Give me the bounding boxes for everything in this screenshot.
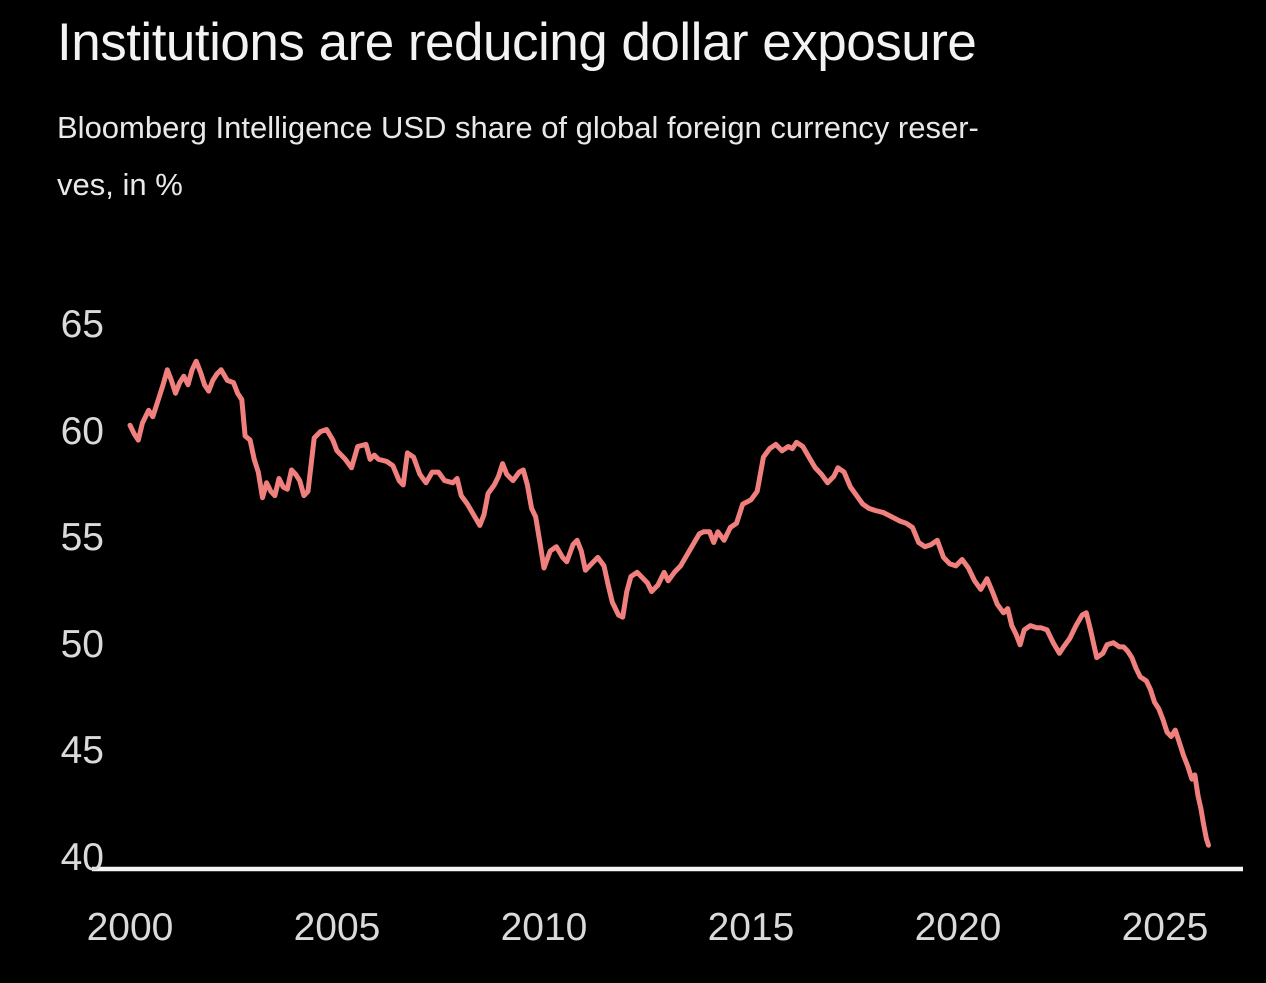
y-tick-label: 50 [60,623,104,666]
x-tick-label: 2000 [86,906,174,949]
x-tick-label: 2005 [293,906,381,949]
x-tick-label: 2025 [1121,906,1209,949]
usd-share-line [127,358,1211,848]
chart-subtitle-line-2: ves, in % [57,167,183,202]
x-tick-label: 2020 [914,906,1002,949]
y-tick-label: 40 [60,836,104,879]
y-tick-label: 65 [60,303,104,346]
y-tick-label: 45 [60,729,104,772]
x-tick-label: 2015 [707,906,795,949]
y-tick-label: 55 [60,516,104,559]
x-tick-label: 2010 [500,906,588,949]
chart-subtitle: Bloomberg Intelligence USD share of glob… [57,99,979,213]
y-tick-label: 60 [60,410,104,453]
chart-title: Institutions are reducing dollar exposur… [57,13,977,72]
chart-subtitle-line-1: Bloomberg Intelligence USD share of glob… [57,110,979,145]
